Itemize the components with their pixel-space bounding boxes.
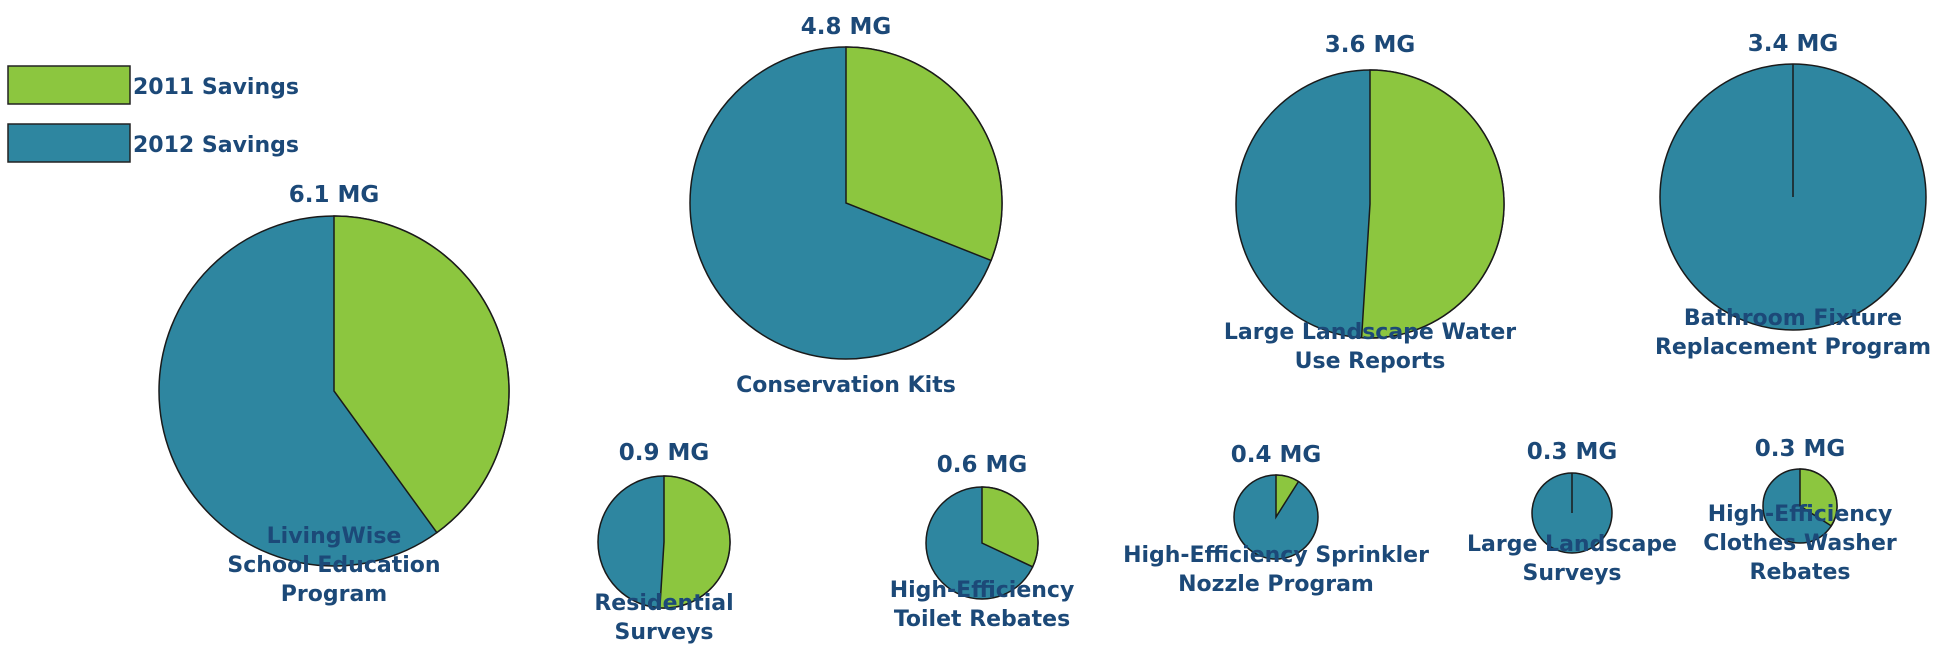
pie-total-label: 3.4 MG: [1748, 31, 1839, 57]
pie-slice-2011: [845, 46, 1003, 262]
pie-category-label: Surveys: [614, 620, 713, 645]
pie-category-label: Residential: [594, 591, 733, 616]
pies-group: 6.1 MG LivingWise School Education Program 4…: [158, 14, 1931, 645]
pie-4: 0.9 MG Residential Surveys: [594, 440, 733, 645]
pie-slice-2011: [1360, 69, 1505, 339]
pie-total-label: 0.3 MG: [1527, 439, 1618, 465]
legend-swatch: [7, 65, 131, 105]
pie-total-label: 0.9 MG: [619, 440, 710, 466]
pie-category-label: School Education: [227, 553, 440, 578]
pie-slice-2011: [1799, 468, 1838, 527]
pie-category-label: LivingWise: [267, 524, 402, 549]
pie-category-label: Clothes Washer: [1703, 531, 1897, 556]
legend-label: 2011 Savings: [133, 75, 299, 100]
pie-3: 3.4 MG Bathroom Fixture Replacement Progra…: [1655, 31, 1931, 360]
pie-8: 0.3 MG High-Efficiency Clothes Washer Rebat…: [1703, 436, 1897, 585]
pie-5: 0.6 MG High-Efficiency Toilet Rebates: [890, 452, 1075, 632]
pie-7: 0.3 MG Large Landscape Surveys: [1467, 439, 1677, 586]
pie-category-label: Use Reports: [1295, 349, 1446, 374]
pie-category-label: Conservation Kits: [736, 373, 956, 398]
pie-total-label: 0.3 MG: [1755, 436, 1846, 462]
pie-category-label: Large Landscape Water: [1224, 320, 1516, 345]
pie-slice-2011: [981, 486, 1039, 568]
pie-category-label: Toilet Rebates: [894, 607, 1070, 632]
legend: 2011 Savings 2012 Savings: [7, 65, 299, 163]
pie-slice-2011: [659, 475, 731, 609]
pie-total-label: 0.6 MG: [937, 452, 1028, 478]
pie-total-label: 0.4 MG: [1231, 442, 1322, 468]
pie-0: 6.1 MG LivingWise School Education Program: [158, 182, 510, 607]
pie-6: 0.4 MG High-Efficiency Sprinkler Nozzle Pr…: [1123, 442, 1429, 597]
pie-2: 3.6 MG Large Landscape Water Use Reports: [1224, 32, 1516, 374]
pie-category-label: Rebates: [1750, 560, 1851, 585]
pie-1: 4.8 MG Conservation Kits: [689, 14, 1003, 398]
pie-category-label: Program: [281, 582, 387, 607]
pie-category-label: Nozzle Program: [1178, 572, 1374, 597]
pie-category-label: High-Efficiency Sprinkler: [1123, 543, 1429, 568]
pie-category-label: Bathroom Fixture: [1684, 306, 1902, 331]
legend-item-2011: 2011 Savings: [7, 65, 299, 105]
pie-category-label: Large Landscape: [1467, 532, 1677, 557]
legend-item-2012: 2012 Savings: [7, 123, 299, 163]
pie-total-label: 6.1 MG: [289, 182, 380, 208]
pie-total-label: 3.6 MG: [1325, 32, 1416, 58]
pie-total-label: 4.8 MG: [801, 14, 892, 40]
pie-category-label: High-Efficiency: [1708, 502, 1893, 527]
legend-swatch: [7, 123, 131, 163]
pie-category-label: Replacement Program: [1655, 335, 1931, 360]
legend-label: 2012 Savings: [133, 133, 299, 158]
pie-category-label: Surveys: [1522, 561, 1621, 586]
pie-slice-2011: [333, 215, 510, 534]
pie-category-label: High-Efficiency: [890, 578, 1075, 603]
pie-slice-2011: [1275, 474, 1300, 520]
